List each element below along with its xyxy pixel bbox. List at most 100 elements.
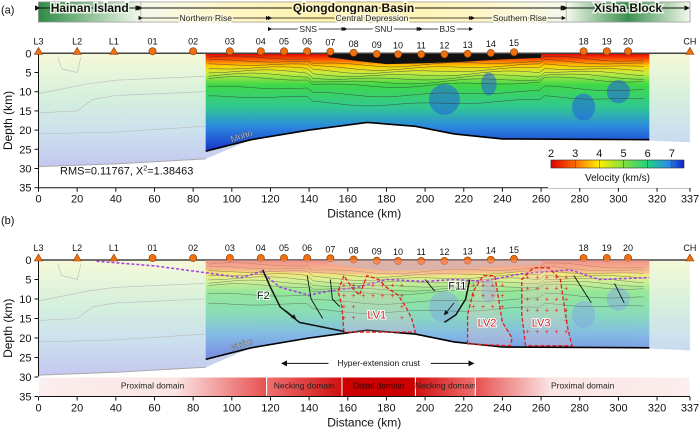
y-tick-label: 30 bbox=[19, 164, 31, 176]
land-station-triangle bbox=[72, 253, 82, 262]
faded-contours bbox=[38, 263, 205, 343]
plus-marker: + bbox=[361, 293, 365, 300]
x-tick-label: 280 bbox=[571, 194, 589, 206]
x-tick-label: 260 bbox=[532, 403, 550, 415]
plus-marker: + bbox=[526, 275, 530, 282]
plus-marker: + bbox=[564, 307, 568, 314]
chi-value: =1.38463 bbox=[147, 165, 193, 177]
y-tick-label: 10 bbox=[19, 87, 31, 99]
x-tick-label: 180 bbox=[377, 403, 395, 415]
obs-station-marker bbox=[579, 47, 588, 56]
high-velocity-anomaly bbox=[428, 291, 460, 323]
faded-contour bbox=[38, 283, 205, 302]
x-tick-label: 0 bbox=[35, 194, 41, 206]
plus-marker: + bbox=[381, 293, 385, 300]
plus-marker: + bbox=[361, 282, 365, 289]
colorbar bbox=[550, 159, 685, 169]
contour-line bbox=[208, 276, 644, 288]
plus-marker: + bbox=[352, 315, 356, 322]
model-bottom-edge bbox=[38, 366, 206, 376]
x-tick-label: 200 bbox=[416, 403, 434, 415]
station-label: 02 bbox=[188, 243, 198, 253]
station-label: 08 bbox=[349, 246, 359, 256]
colorbar-tick-label: 2 bbox=[548, 148, 554, 160]
plus-marker: + bbox=[564, 329, 568, 336]
x-axis-label: Distance (km) bbox=[327, 207, 401, 221]
low-velocity-label: LV1 bbox=[367, 310, 386, 322]
y-tick-label: 35 bbox=[19, 392, 31, 404]
contour-line bbox=[208, 55, 644, 68]
plus-marker: + bbox=[400, 315, 404, 322]
tectonic-header: Hainan Island Qiongdongnan Basin Xisha Blo… bbox=[35, 0, 691, 36]
station-label: 09 bbox=[372, 247, 382, 257]
subsub-label: SNS bbox=[299, 24, 317, 34]
plus-marker: + bbox=[545, 307, 549, 314]
station-label: CH bbox=[683, 36, 696, 46]
colorbar-title: Velocity (km/s) bbox=[585, 173, 650, 184]
obs-station-marker bbox=[303, 47, 312, 56]
moho-line bbox=[205, 121, 650, 152]
contour-line bbox=[208, 76, 644, 88]
y-axis-label: Depth (km) bbox=[1, 299, 15, 358]
domain-label: Necking domain bbox=[274, 380, 335, 390]
x-tick-label: 140 bbox=[300, 403, 318, 415]
plus-marker: + bbox=[500, 293, 504, 300]
land-station-triangle bbox=[685, 253, 695, 262]
subregion-label: Central Depression bbox=[336, 13, 409, 23]
plus-marker: + bbox=[500, 304, 504, 311]
obs-station-marker bbox=[225, 47, 234, 56]
y-tick-label: 5 bbox=[25, 275, 31, 287]
land-station-triangle bbox=[109, 46, 119, 55]
x-tick-label: 320 bbox=[648, 403, 666, 415]
station-label: 01 bbox=[148, 36, 158, 46]
plus-marker: + bbox=[564, 285, 568, 292]
y-tick-label: 5 bbox=[25, 68, 31, 80]
y-tick-label: 0 bbox=[25, 48, 31, 60]
station-label: 01 bbox=[148, 243, 158, 253]
minor-fault bbox=[424, 279, 436, 292]
colorbar-tick-label: 6 bbox=[645, 148, 651, 160]
plus-marker: + bbox=[471, 304, 475, 311]
x-tick-label: 280 bbox=[571, 403, 589, 415]
plus-marker: + bbox=[554, 307, 558, 314]
plus-marker: + bbox=[400, 293, 404, 300]
station-label: 12 bbox=[439, 40, 449, 50]
plus-marker: + bbox=[342, 282, 346, 289]
faded-contours bbox=[38, 57, 205, 135]
low-velocity-plus-markers: + + + + + + + + + + + + bbox=[471, 282, 504, 311]
y-tick-label: 0 bbox=[25, 255, 31, 267]
y-tick-label: 25 bbox=[19, 144, 31, 156]
contour-line bbox=[208, 279, 644, 292]
station-label: 18 bbox=[579, 243, 589, 253]
station-label: CH bbox=[683, 243, 696, 253]
plus-marker: + bbox=[535, 296, 539, 303]
y-tick-label: 20 bbox=[19, 125, 31, 137]
obs-station-marker bbox=[148, 47, 157, 56]
contour-line bbox=[208, 59, 644, 71]
model-bottom-edge bbox=[38, 158, 206, 168]
plus-marker: + bbox=[564, 318, 568, 325]
station-label: 07 bbox=[325, 38, 335, 48]
station-label: 05 bbox=[279, 36, 289, 46]
contour-line bbox=[208, 95, 644, 107]
plus-marker: + bbox=[481, 304, 485, 311]
x-tick-label: 60 bbox=[148, 194, 160, 206]
obs-station-marker bbox=[440, 50, 449, 59]
station-label: 20 bbox=[623, 36, 633, 46]
station-label: 18 bbox=[579, 36, 589, 46]
station-label: 06 bbox=[302, 243, 312, 253]
faded-contour bbox=[38, 91, 205, 114]
station-label: 04 bbox=[256, 36, 266, 46]
plus-marker: + bbox=[491, 293, 495, 300]
station-label: 09 bbox=[372, 40, 382, 50]
x-tick-label: 20 bbox=[71, 194, 83, 206]
fault-label-f2: F2 bbox=[257, 290, 270, 302]
station-label: 14 bbox=[486, 246, 496, 256]
x-tick-label: 40 bbox=[110, 194, 122, 206]
rms-value: RMS=0.11767, X bbox=[60, 165, 144, 177]
velocity-gradient bbox=[205, 53, 650, 152]
station-label: 02 bbox=[188, 36, 198, 46]
obs-station-marker bbox=[486, 49, 495, 57]
x-tick-label: 160 bbox=[339, 403, 357, 415]
velocity-field bbox=[205, 53, 650, 152]
